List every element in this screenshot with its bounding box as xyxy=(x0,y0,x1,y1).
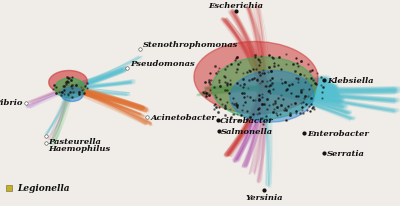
Text: Serratia: Serratia xyxy=(327,150,365,157)
Text: Pseudomonas: Pseudomonas xyxy=(130,59,195,67)
Ellipse shape xyxy=(61,88,83,102)
Text: Stenothrophomonas: Stenothrophomonas xyxy=(143,40,238,48)
Ellipse shape xyxy=(230,71,314,123)
Text: Citrobacter: Citrobacter xyxy=(220,117,274,124)
Ellipse shape xyxy=(212,58,316,119)
Text: Vibrio: Vibrio xyxy=(0,99,23,107)
Text: Salmonella: Salmonella xyxy=(221,128,273,136)
Text: Pasteurella: Pasteurella xyxy=(48,137,101,145)
Ellipse shape xyxy=(55,79,85,98)
Ellipse shape xyxy=(49,71,87,94)
Ellipse shape xyxy=(194,42,318,114)
Text: Legionella: Legionella xyxy=(18,183,70,192)
Text: Enterobacter: Enterobacter xyxy=(307,129,369,137)
Text: Haemophilus: Haemophilus xyxy=(48,144,110,152)
Text: Klebsiella: Klebsiella xyxy=(327,76,374,84)
Text: Escherichia: Escherichia xyxy=(208,2,264,10)
Text: Yersinia: Yersinia xyxy=(245,193,283,201)
Text: Acinetobacter: Acinetobacter xyxy=(150,114,216,121)
